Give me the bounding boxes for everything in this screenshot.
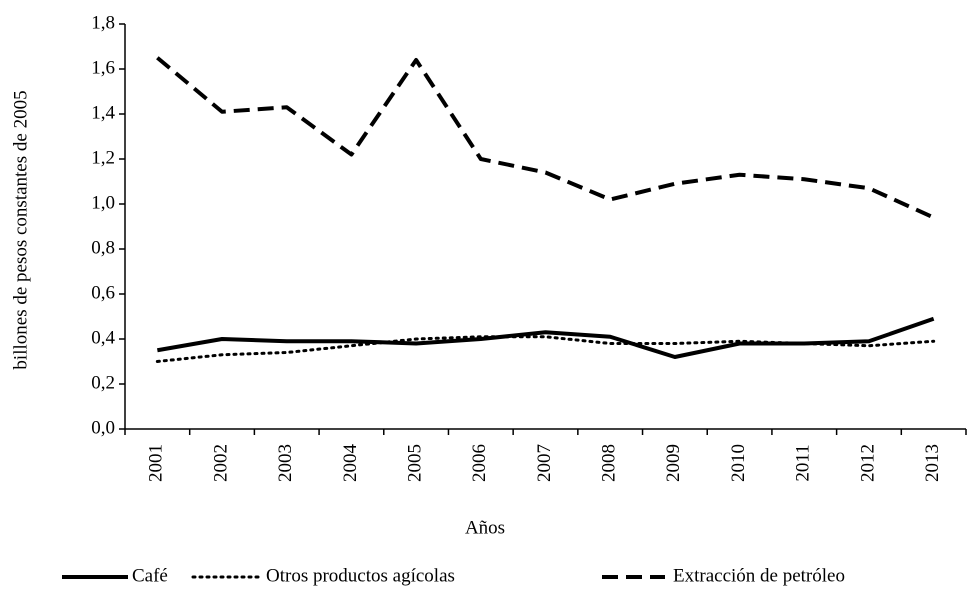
legend-label: Café xyxy=(132,565,168,586)
series-line xyxy=(156,56,935,220)
x-tick-label: 2010 xyxy=(728,444,749,482)
y-tick-label: 1,0 xyxy=(91,192,115,213)
x-tick-label: 2003 xyxy=(275,444,296,482)
x-tick-label: 2009 xyxy=(663,444,684,482)
y-tick-label: 1,4 xyxy=(91,102,115,123)
x-tick-label: 2007 xyxy=(534,444,555,482)
x-tick-label: 2008 xyxy=(599,444,620,482)
x-tick-label: 2001 xyxy=(146,444,167,482)
y-tick-label: 0,4 xyxy=(91,327,115,348)
y-tick-label: 0,0 xyxy=(91,417,115,438)
y-tick-label: 0,6 xyxy=(91,282,115,303)
x-tick-label: 2004 xyxy=(340,444,361,483)
x-tick-label: 2006 xyxy=(469,444,490,482)
x-tick-label: 2002 xyxy=(210,444,231,482)
y-axis-label: billones de pesos constantes de 2005 xyxy=(10,90,31,369)
y-tick-label: 0,2 xyxy=(91,372,115,393)
legend-label: Extracción de petróleo xyxy=(673,565,845,586)
x-tick-label: 2005 xyxy=(404,444,425,482)
series-line xyxy=(157,316,935,359)
legend-label: Otros productos agícolas xyxy=(266,565,455,586)
x-tick-label: 2012 xyxy=(857,444,878,482)
x-tick-label: 2011 xyxy=(793,444,814,481)
y-tick-label: 1,2 xyxy=(91,147,115,168)
x-axis-label: Años xyxy=(465,517,505,538)
x-tick-label: 2013 xyxy=(922,444,943,482)
y-tick-label: 1,6 xyxy=(91,57,115,78)
y-tick-label: 0,8 xyxy=(91,237,115,258)
y-tick-label: 1,8 xyxy=(91,12,115,33)
